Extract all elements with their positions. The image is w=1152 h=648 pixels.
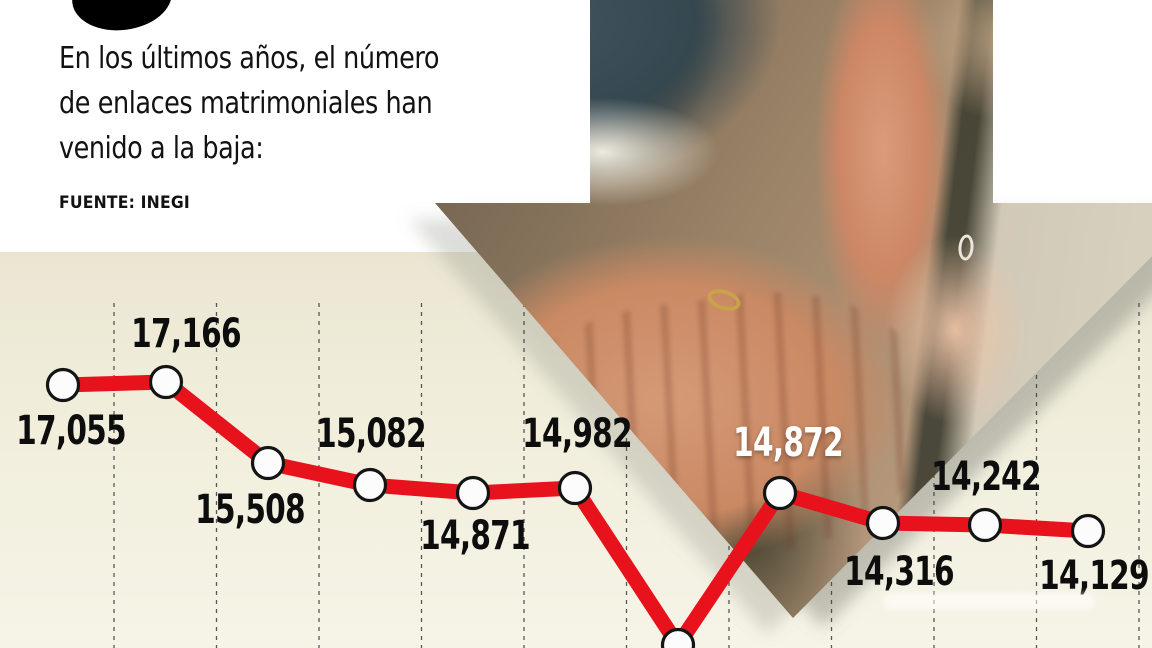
silver-wedding-ring xyxy=(957,233,975,262)
source-label: FUENTE: INEGI xyxy=(59,193,190,213)
decorative-circle xyxy=(68,0,176,36)
intro-text-block: En los últimos años, el número de enlace… xyxy=(59,36,506,213)
watermark xyxy=(883,593,1095,610)
intro-line-3: venido a la baja: xyxy=(59,131,264,166)
intro-line-1: En los últimos años, el número xyxy=(59,41,440,76)
intro-line-2: de enlaces matrimoniales han xyxy=(59,86,433,121)
